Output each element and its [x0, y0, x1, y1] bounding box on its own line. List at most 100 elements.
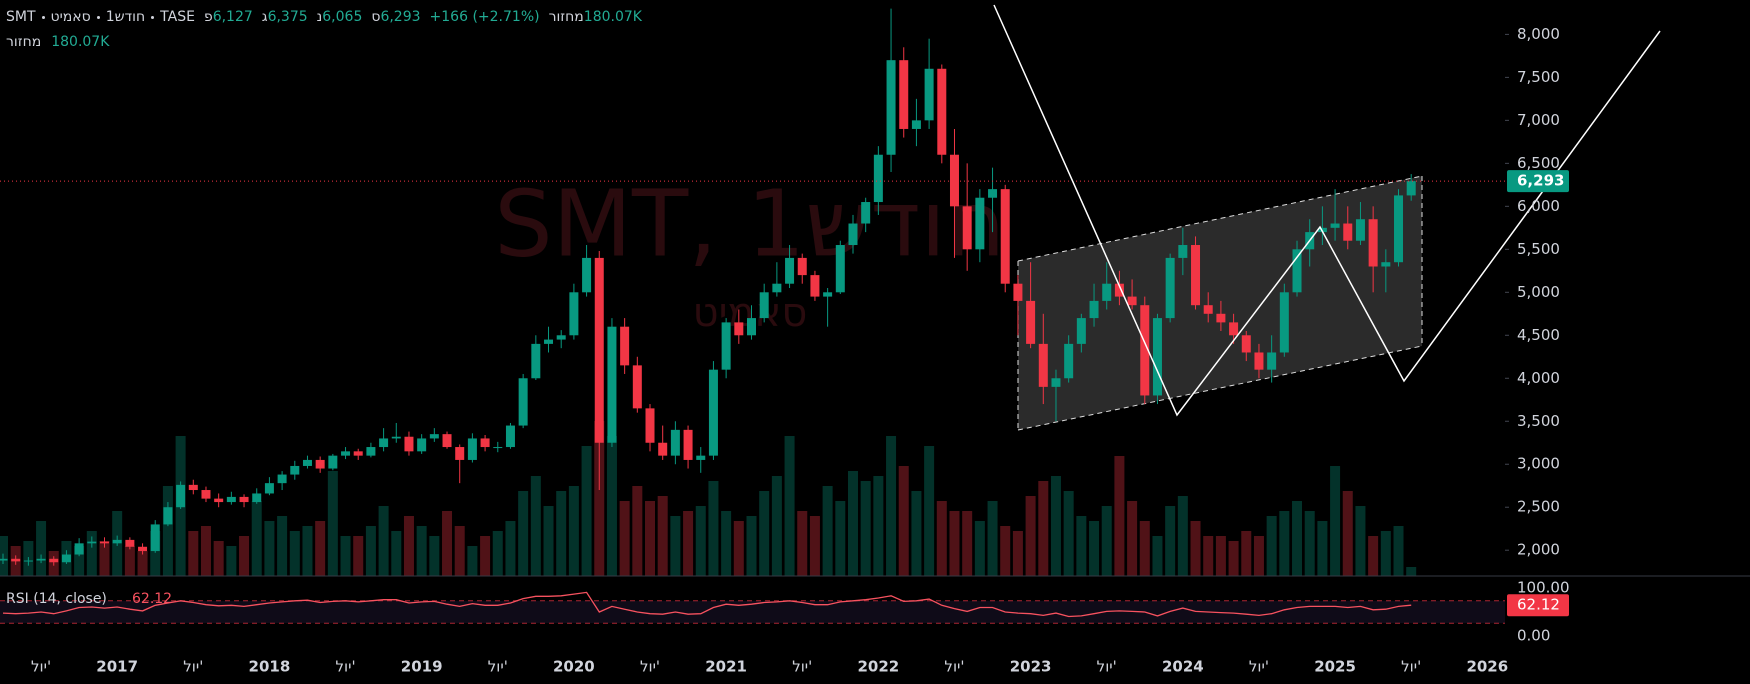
candle-body — [201, 490, 211, 499]
volume-bar — [124, 546, 135, 576]
x-tick-label: 2023 — [1010, 658, 1052, 676]
y-tick-label: 5,500 — [1517, 240, 1560, 258]
x-tick-label: 2019 — [401, 658, 443, 676]
volume-bar — [1190, 521, 1201, 576]
x-tick-label: 2021 — [705, 658, 747, 676]
volume-bar — [1038, 481, 1049, 576]
volume-bar — [632, 486, 643, 576]
volume-bar — [416, 526, 427, 576]
candle-body — [442, 434, 452, 448]
volume-bar — [467, 546, 478, 576]
close-label: ס — [371, 9, 381, 25]
volume-bar — [239, 536, 250, 576]
volume-bar — [1368, 536, 1379, 576]
x-tick-label: יול' — [640, 658, 660, 676]
candle-body — [417, 438, 427, 452]
candle-body — [1229, 322, 1239, 336]
candle-body — [302, 459, 312, 466]
candle-body — [924, 68, 934, 121]
x-tick-label: יול' — [944, 658, 964, 676]
candle-body — [544, 339, 554, 344]
volume-bar — [1342, 491, 1353, 576]
candle-body — [1292, 249, 1302, 293]
volume-bar — [1292, 501, 1303, 576]
volume-bar — [1355, 506, 1366, 576]
volume-bar — [924, 446, 935, 576]
candle-body — [975, 197, 985, 250]
volume-bar — [936, 501, 947, 576]
candle-body — [290, 465, 300, 475]
candle-body — [873, 154, 883, 203]
candle-body — [49, 558, 59, 563]
candle-body — [11, 558, 21, 562]
candle-body — [366, 447, 376, 456]
volume-bar — [543, 506, 554, 576]
candle-body — [620, 326, 630, 366]
rsi-value: 62.12 — [132, 591, 172, 607]
volume-bar — [1228, 541, 1239, 576]
volume-bar — [1000, 526, 1011, 576]
volume-bar — [226, 546, 237, 576]
candle-body — [138, 546, 148, 552]
volume-bar — [315, 521, 326, 576]
rsi-line — [2, 591, 1412, 618]
candle-body — [823, 292, 833, 297]
close-value: 6,293 — [380, 9, 421, 25]
volume-bar — [784, 436, 795, 576]
volume-legend: מחזור 180.07K — [6, 34, 109, 50]
candle-body — [632, 365, 642, 409]
volume-bar — [86, 531, 97, 576]
volume-bar — [898, 466, 909, 576]
open-label: פ — [203, 9, 213, 25]
candle-body — [696, 455, 706, 460]
candle-body — [1013, 283, 1023, 301]
candle-body — [0, 558, 8, 561]
x-tick-label: 2026 — [1466, 658, 1508, 676]
x-tick-label: יול' — [792, 658, 812, 676]
volume-bar — [0, 536, 8, 576]
y-tick-label: 6,500 — [1517, 154, 1560, 172]
candle-body — [785, 257, 795, 284]
candle-body — [899, 60, 909, 129]
interval: 1חודש — [105, 9, 146, 25]
x-tick-label: יול' — [1249, 658, 1269, 676]
exchange: TASE — [160, 9, 195, 25]
rsi-band — [0, 600, 1505, 624]
candle-body — [1203, 305, 1213, 314]
volume-bar — [264, 521, 275, 576]
volume-bar — [1114, 456, 1125, 576]
candle-body — [937, 68, 947, 155]
candle-body — [835, 245, 845, 293]
candle-body — [467, 438, 477, 460]
volume-bar — [873, 476, 884, 576]
watermark-title: SMT, 1חודש — [494, 170, 1006, 277]
volume-bar — [822, 486, 833, 576]
volume-bar — [429, 536, 440, 576]
candle-body — [23, 560, 33, 562]
volume-bar — [594, 421, 605, 576]
volume-bar — [1177, 496, 1188, 576]
candle-body — [1178, 245, 1188, 258]
high-label: ג — [261, 9, 268, 25]
volume-bar — [606, 436, 617, 576]
candle-body — [1330, 223, 1340, 228]
candle-body — [797, 257, 807, 276]
volume-bar — [1393, 526, 1404, 576]
candle-body — [125, 539, 135, 547]
candle-body — [429, 434, 439, 439]
volume-bar — [797, 511, 808, 576]
volume-bar — [987, 501, 998, 576]
y-tick-label: 2,500 — [1517, 498, 1560, 516]
x-tick-label: יול' — [335, 658, 355, 676]
volume-bar — [886, 436, 897, 576]
candle-body — [670, 429, 680, 456]
candle-body — [1051, 378, 1061, 387]
volume-bar — [150, 531, 161, 576]
volume-bar — [1076, 516, 1087, 576]
volume-bar — [530, 476, 541, 576]
volume-bar — [695, 506, 706, 576]
volume-bar — [480, 536, 491, 576]
candle-body — [505, 425, 515, 448]
y-tick-label: 3,000 — [1517, 455, 1560, 473]
candle-body — [176, 484, 186, 508]
